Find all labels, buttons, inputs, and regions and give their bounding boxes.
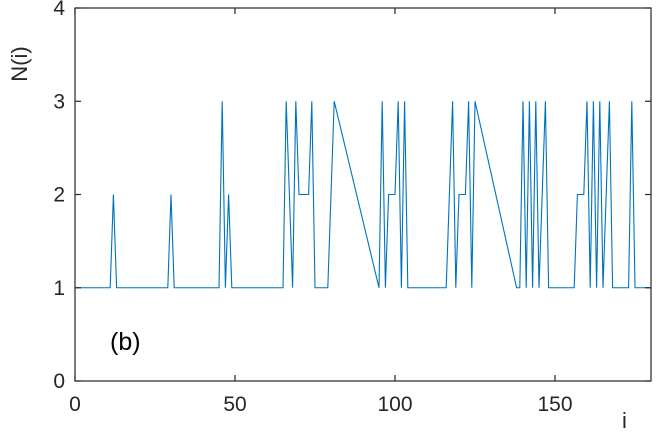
x-tick-label: 0 (69, 393, 81, 416)
series-line (75, 101, 651, 289)
panel-label: (b) (110, 328, 141, 356)
y-tick-label: 2 (53, 184, 65, 207)
x-tick-label: 100 (377, 393, 412, 416)
y-tick-label: 4 (53, 0, 65, 20)
y-tick-label: 0 (53, 370, 65, 393)
y-axis-label: N(i) (7, 46, 32, 81)
y-axis-ticks: 0 1 2 3 4 (53, 0, 651, 393)
x-axis-ticks: 0 50 100 150 (69, 8, 573, 416)
x-tick-label: 150 (537, 393, 572, 416)
x-tick-label: 50 (223, 393, 246, 416)
y-tick-label: 3 (53, 90, 65, 113)
y-tick-label: 1 (53, 277, 65, 300)
x-axis-label: i (622, 408, 627, 432)
